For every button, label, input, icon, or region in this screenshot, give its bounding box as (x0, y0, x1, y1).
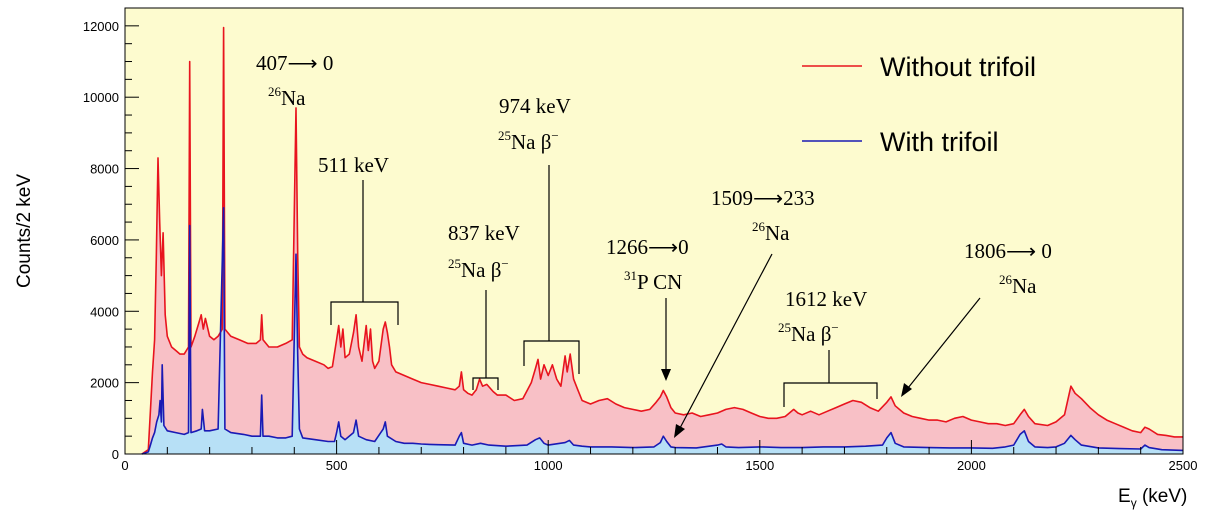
ann-974-line2: Na β (511, 130, 551, 154)
ann-511-bracket (330, 301, 399, 325)
y-tick-label: 10000 (83, 90, 119, 105)
ann-974-line1: 974 keV (499, 94, 571, 118)
svg-text:407⟶ 0: 407⟶ 0 (256, 51, 333, 75)
x-axis: 0 500 1000 1500 2000 2500 (121, 440, 1197, 473)
ann-974-sup: 25 (498, 128, 511, 143)
y-axis: 0 2000 4000 6000 8000 10000 12000 (83, 7, 139, 462)
ann-1509-arrow: ⟶ (753, 186, 783, 210)
annotation-1806: 1806⟶ 0 26Na (901, 239, 1052, 397)
ann-1806-arrow-line (907, 297, 981, 389)
ann-1612-sup2: − (831, 320, 838, 335)
annotation-974: 974 keV 25Na β− (498, 94, 580, 374)
ann-1509-arrowhead (674, 424, 685, 438)
ann-407-sup: 26 (268, 84, 282, 99)
ann-837-sup2: − (501, 256, 508, 271)
x-axis-title: Eγ (keV) (1118, 486, 1187, 510)
x-axis-title-sub: γ (1131, 496, 1137, 510)
series-line-with-trifoil (141, 207, 1184, 455)
ann-1612-bracket (783, 382, 878, 407)
ann-1806-line2: Na (1012, 274, 1037, 298)
series-fill-without-trifoil (141, 27, 1183, 454)
legend-label-without-trifoil: Without trifoil (880, 52, 1036, 82)
ann-1266-arrowhead (661, 369, 671, 381)
ann-1806-sup: 26 (999, 272, 1013, 287)
ann-1806-arrowhead (901, 383, 912, 397)
ann-1509-arrow-line (679, 253, 773, 429)
ann-1266-sup: 31 (624, 268, 637, 283)
ann-1266-dest: 0 (678, 235, 689, 259)
legend-label-with-trifoil: With trifoil (880, 127, 999, 157)
annotation-837: 837 keV 25Na β− (448, 221, 520, 390)
x-axis-title-main: E (1118, 486, 1131, 507)
ann-974-bracket (523, 340, 580, 374)
plot-frame (124, 7, 1184, 455)
x-tick-label: 500 (326, 458, 348, 473)
ann-1266-arrow: ⟶ (648, 235, 678, 259)
annotation-1509: 1509⟶233 26Na (674, 186, 815, 438)
svg-text:25Na β−: 25Na β− (498, 128, 559, 154)
x-tick-label: 2000 (957, 458, 986, 473)
series-fills (141, 27, 1183, 454)
ann-837-line1: 837 keV (448, 221, 520, 245)
svg-text:1266⟶0: 1266⟶0 (606, 235, 689, 259)
ann-837-line2: Na β (461, 258, 501, 282)
svg-text:1806⟶ 0: 1806⟶ 0 (964, 239, 1052, 263)
ann-1806-arrow: ⟶ (1006, 239, 1036, 263)
ann-511-line1: 511 keV (318, 153, 389, 177)
annotation-511: 511 keV (318, 153, 399, 325)
svg-text:26Na: 26Na (752, 219, 790, 245)
ann-1612-line2: Na β (791, 322, 831, 346)
svg-text:26Na: 26Na (999, 272, 1037, 298)
ann-837-bracket (472, 377, 499, 390)
y-tick-label: 12000 (83, 19, 119, 34)
annotation-1266: 1266⟶0 31P CN (606, 235, 689, 381)
svg-text:25Na β−: 25Na β− (448, 256, 509, 282)
series-line-without-trifoil (141, 26, 1183, 455)
ann-407-line1: 407 (256, 51, 288, 75)
legend: Without trifoil With trifoil (802, 52, 1036, 157)
series-lines (141, 26, 1184, 455)
svg-text:25Na β−: 25Na β− (778, 320, 839, 346)
svg-text:1509⟶233: 1509⟶233 (711, 186, 815, 210)
ann-1266-line1: 1266 (606, 235, 648, 259)
ann-1612-sup: 25 (778, 320, 791, 335)
y-tick-label: 2000 (90, 376, 119, 391)
x-tick-label: 2500 (1169, 458, 1198, 473)
annotation-1612: 1612 keV 25Na β− (778, 287, 878, 407)
y-tick-label: 8000 (90, 162, 119, 177)
ann-1509-dest: 233 (783, 186, 815, 210)
annotation-407: 407⟶ 0 26Na (256, 51, 333, 110)
ann-1509-sup: 26 (752, 219, 766, 234)
ann-1612-line1: 1612 keV (785, 287, 867, 311)
ann-1266-line2: P CN (637, 270, 682, 294)
ann-1806-dest: 0 (1036, 239, 1052, 263)
ann-407-dest: 0 (318, 51, 334, 75)
ann-974-sup2: − (551, 128, 558, 143)
ann-837-sup: 25 (448, 256, 461, 271)
y-axis-title: Counts/2 keV (14, 174, 35, 288)
y-tick-label: 4000 (90, 304, 119, 319)
y-tick-label: 0 (112, 447, 119, 462)
ann-1509-line1: 1509 (711, 186, 753, 210)
x-tick-label: 1000 (534, 458, 563, 473)
x-axis-title-unit: (keV) (1137, 486, 1188, 507)
ann-407-line2: Na (281, 86, 306, 110)
x-tick-label: 1500 (745, 458, 774, 473)
ann-1806-line1: 1806 (964, 239, 1006, 263)
ann-1509-line2: Na (765, 221, 790, 245)
svg-text:26Na: 26Na (268, 84, 306, 110)
ann-407-arrow: ⟶ (288, 51, 318, 75)
y-tick-label: 6000 (90, 233, 119, 248)
svg-text:31P CN: 31P CN (624, 268, 682, 294)
x-tick-label: 0 (121, 458, 128, 473)
